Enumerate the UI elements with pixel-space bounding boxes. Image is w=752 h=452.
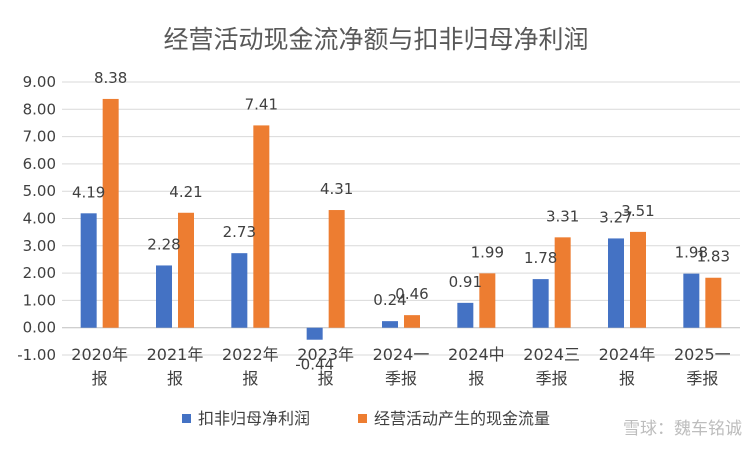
data-label: 0.46 xyxy=(395,285,428,303)
grid-lines xyxy=(62,81,740,356)
x-tick-label: 季报 xyxy=(686,369,718,388)
x-tick-label: 2020年 xyxy=(71,345,128,364)
bar-series-2 xyxy=(102,98,119,328)
x-tick-label: 2024年 xyxy=(599,345,656,364)
x-tick-label: 2024中 xyxy=(448,345,505,364)
data-label: 0.91 xyxy=(449,273,482,291)
y-tick-label: 0.00 xyxy=(23,319,56,337)
bar-series-1 xyxy=(608,238,624,328)
x-tick-label: 报 xyxy=(318,369,334,388)
legend-swatch-series-1 xyxy=(182,414,191,423)
bar-series-1 xyxy=(80,213,97,328)
data-label: 3.51 xyxy=(621,202,654,220)
legend-label-series-1: 扣非归母净利润 xyxy=(198,409,310,428)
bar-series-2 xyxy=(328,210,345,328)
legend-label-series-2: 经营活动产生的现金流量 xyxy=(374,409,550,428)
x-tick-label: 2024一 xyxy=(373,345,430,364)
data-label: 0.24 xyxy=(373,291,406,309)
data-label: 3.31 xyxy=(546,207,579,225)
bar-series-2 xyxy=(253,125,270,328)
x-tick-label: 报 xyxy=(92,369,108,388)
bar-series-1 xyxy=(532,279,549,328)
y-tick-label: 5.00 xyxy=(23,182,56,200)
x-tick-label: 报 xyxy=(468,369,484,388)
x-tick-label: 2025一 xyxy=(674,345,731,364)
data-label: 2.28 xyxy=(147,235,180,253)
data-label: 1.78 xyxy=(524,249,557,267)
x-tick-label: 季报 xyxy=(536,369,568,388)
data-label: 4.31 xyxy=(320,180,353,198)
data-label: 4.21 xyxy=(169,183,202,201)
x-tick-label: 2022年 xyxy=(222,345,279,364)
x-tick-label: 报 xyxy=(242,369,258,388)
chart-title: 经营活动现金流净额与扣非归母净利润 xyxy=(163,25,588,54)
y-tick-label: 3.00 xyxy=(23,237,56,255)
data-label: 8.38 xyxy=(94,69,127,87)
bars xyxy=(80,98,722,340)
data-label: 1.98 xyxy=(675,244,708,262)
bar-series-1 xyxy=(683,273,700,328)
bar-series-1 xyxy=(156,265,172,328)
watermark: 雪球：魏车铭诚 xyxy=(623,419,742,439)
bar-series-1 xyxy=(306,327,323,340)
y-tick-label: 7.00 xyxy=(23,128,56,146)
y-tick-label: -1.00 xyxy=(17,346,56,364)
data-label: 2.73 xyxy=(223,223,256,241)
data-label: -0.44 xyxy=(295,356,334,374)
y-tick-label: 6.00 xyxy=(23,155,56,173)
bar-series-2 xyxy=(404,315,420,328)
bar-series-1 xyxy=(457,302,474,328)
bar-series-2 xyxy=(630,231,646,328)
x-tick-label: 季报 xyxy=(385,369,417,388)
legend-swatch-series-2 xyxy=(358,414,367,423)
bar-series-1 xyxy=(231,253,248,328)
x-tick-label: 2021年 xyxy=(147,345,204,364)
y-tick-label: 8.00 xyxy=(23,100,56,118)
bar-series-2 xyxy=(554,237,571,328)
x-tick-label: 报 xyxy=(619,369,635,388)
data-label: 3.27 xyxy=(599,208,632,226)
bar-series-2 xyxy=(705,277,722,328)
x-tick-label: 2023年 xyxy=(297,345,354,364)
data-label: 1.83 xyxy=(697,248,730,266)
x-tick-label: 报 xyxy=(167,369,183,388)
y-tick-label: 9.00 xyxy=(23,73,56,91)
x-tick-label: 2024三 xyxy=(523,345,580,364)
y-tick-label: 1.00 xyxy=(23,291,56,309)
legend: 扣非归母净利润 经营活动产生的现金流量 xyxy=(182,409,550,428)
bar-series-2 xyxy=(178,212,194,328)
y-tick-label: 2.00 xyxy=(23,264,56,282)
bar-series-1 xyxy=(382,321,398,328)
data-label: 7.41 xyxy=(245,95,278,113)
data-label: 1.99 xyxy=(471,243,504,261)
bar-series-2 xyxy=(479,273,496,328)
y-axis: 9.00 8.00 7.00 6.00 5.00 4.00 3.00 2.00 1.00 0.00… xyxy=(17,73,56,364)
data-label: 4.19 xyxy=(72,183,105,201)
data-labels: 4.19 2.28 2.73 -0.44 0.24 0.91 1.78 3.27 1.98 8.3… xyxy=(72,69,730,374)
y-tick-label: 4.00 xyxy=(23,210,56,228)
